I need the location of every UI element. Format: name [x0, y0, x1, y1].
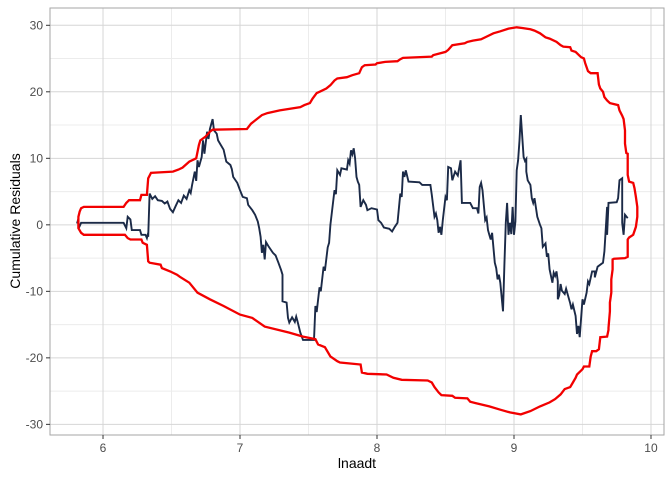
- panel-background: [50, 8, 664, 435]
- y-tick-label: 0: [36, 218, 43, 232]
- cumulative-residuals-line: [76, 115, 629, 341]
- y-tick-label: 30: [30, 18, 44, 32]
- x-tick-label: 10: [644, 441, 658, 455]
- y-axis-title: Cumulative Residuals: [7, 153, 23, 289]
- confidence-envelope-line: [77, 26, 639, 416]
- y-tick-label: 20: [30, 85, 44, 99]
- x-tick-label: 7: [237, 441, 244, 455]
- panel-border: [49, 7, 665, 436]
- x-axis-title: lnaadt: [337, 455, 377, 471]
- y-tick-label: -10: [26, 284, 44, 298]
- y-tick-label: 10: [30, 151, 44, 165]
- x-tick-label: 6: [100, 441, 107, 455]
- x-tick-label: 9: [511, 441, 518, 455]
- y-tick-label: -30: [26, 417, 44, 431]
- x-tick-label: 8: [374, 441, 381, 455]
- y-tick-label: -20: [26, 351, 44, 365]
